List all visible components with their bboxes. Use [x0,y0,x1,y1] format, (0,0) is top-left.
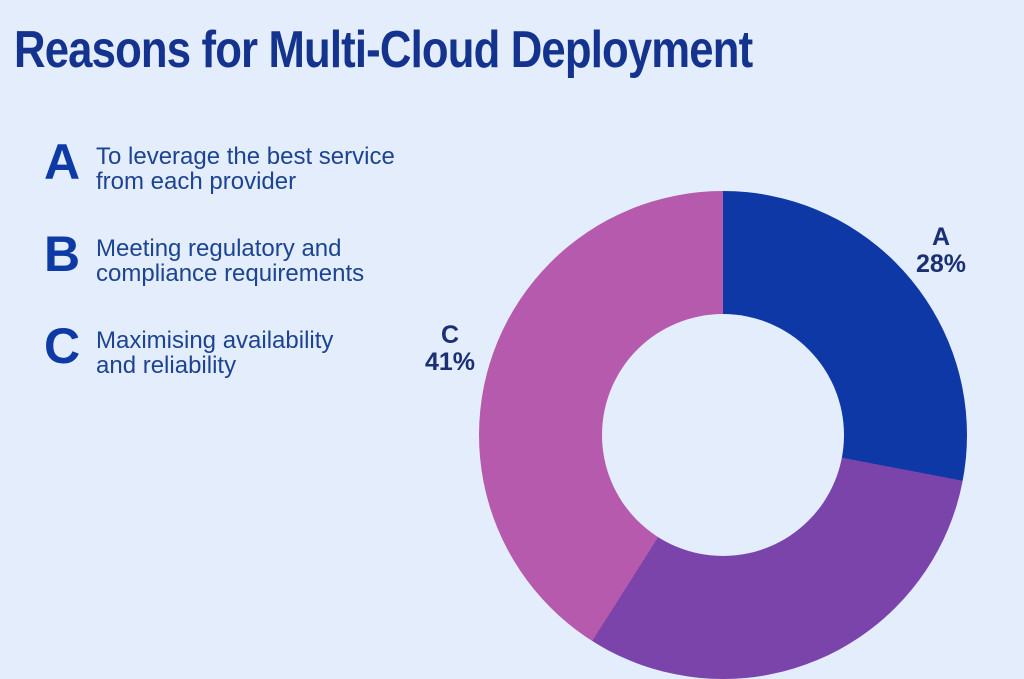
slice-label-c: C 41% [400,322,500,376]
infographic-canvas: { "page": { "title": "Reasons for Multi-… [14,21,991,679]
donut-hole [602,314,844,556]
legend-item-a: A To leverage the best service from each… [44,134,395,194]
legend-letter-c: C [44,318,81,374]
legend-letter-b: B [44,226,81,282]
legend-text-a-line2: from each provider [96,168,297,195]
legend-text-a: To leverage the best service from each p… [96,142,395,194]
slice-label-c-letter: C [440,321,460,349]
legend-item-c: C Maximising availability and reliabilit… [44,318,395,378]
page-title: Reasons for Multi-Cloud Deployment [14,21,753,79]
slice-label-c-percent: 41% [424,348,476,376]
legend: A To leverage the best service from each… [44,134,395,378]
legend-letter-a: A [44,134,81,190]
legend-text-c-line2: and reliability [96,352,237,379]
legend-text-b: Meeting regulatory and compliance requir… [96,234,364,286]
legend-text-c-line1: Maximising availability [96,327,334,354]
slice-label-a-letter: A [931,223,951,251]
legend-text-b-line2: compliance requirements [96,260,365,287]
slice-label-a: A 28% [891,224,991,278]
slice-label-a-percent: 28% [915,250,967,278]
legend-item-b: B Meeting regulatory and compliance requ… [44,226,395,286]
legend-text-b-line1: Meeting regulatory and [96,235,342,262]
legend-text-c: Maximising availability and reliability [96,326,333,378]
legend-text-a-line1: To leverage the best service [96,143,395,170]
